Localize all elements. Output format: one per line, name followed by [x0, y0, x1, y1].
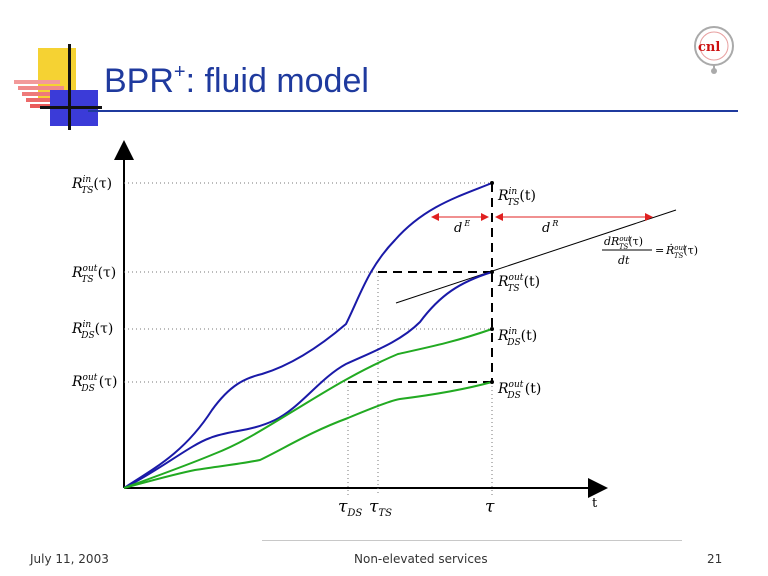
curve-r-ds-out: [123, 381, 493, 489]
decorative-logo: [14, 44, 102, 130]
tick-tau-ts: τTS: [369, 497, 392, 519]
derivative-rhs: Ṙout TS(τ): [665, 243, 698, 260]
slide-title: BPR+: fluid model: [104, 60, 369, 100]
footer-center-text: Non-elevated services: [354, 552, 488, 566]
ylabel-r-ts-out: Rout TS (τ): [71, 264, 116, 285]
derivative-numerator: dRout TS(τ): [604, 235, 643, 251]
label-r-ds-in-t: Rin DS(t): [497, 327, 537, 348]
tick-tau-ds: τDS: [338, 497, 362, 519]
cnl-logo: cnl: [694, 26, 734, 74]
vertical-bar: [68, 44, 71, 130]
dashed-guides: [348, 183, 493, 383]
derivative-denominator: dt: [618, 254, 630, 267]
curve-r-ds-in: [123, 328, 493, 489]
x-axis-label: t: [592, 496, 598, 511]
ylabel-r-ds-in: Rin DS(τ): [71, 320, 113, 341]
label-r-ds-out-t: Rout DS (t): [497, 380, 541, 401]
horizontal-bar: [40, 106, 102, 109]
label-r-ts-out-t: Rout TS (t): [497, 273, 540, 294]
tick-tau: τ: [485, 497, 495, 517]
footer-divider: [262, 540, 682, 541]
tangent-line: [395, 209, 677, 304]
ylabel-r-ds-out: Rout DS (τ): [71, 373, 117, 394]
derivative-formula: dRout TS(τ) dt = Ṙout TS(τ): [602, 235, 698, 267]
derivative-equals: =: [655, 244, 664, 257]
label-r-ts-in-t: Rin TS(t): [497, 187, 536, 208]
page-number: 21: [707, 552, 723, 566]
curve-r-ts-in: [123, 182, 493, 489]
ylabel-r-ts-in: Rin TS(τ): [71, 175, 112, 196]
svg-text:cnl: cnl: [698, 40, 720, 55]
dotted-guides: [124, 182, 493, 495]
footer-date: July 11, 2003: [30, 552, 109, 566]
title-underline: [88, 110, 738, 112]
curve-r-ts-out: [123, 271, 493, 489]
endpoint-markers: [490, 181, 494, 384]
